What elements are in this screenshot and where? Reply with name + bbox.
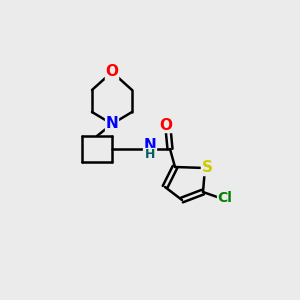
Text: Cl: Cl bbox=[218, 191, 232, 205]
Text: S: S bbox=[202, 160, 212, 175]
Text: O: O bbox=[106, 64, 118, 80]
Text: N: N bbox=[144, 139, 156, 154]
Text: N: N bbox=[106, 116, 118, 131]
Text: O: O bbox=[160, 118, 172, 133]
Text: H: H bbox=[145, 148, 155, 161]
